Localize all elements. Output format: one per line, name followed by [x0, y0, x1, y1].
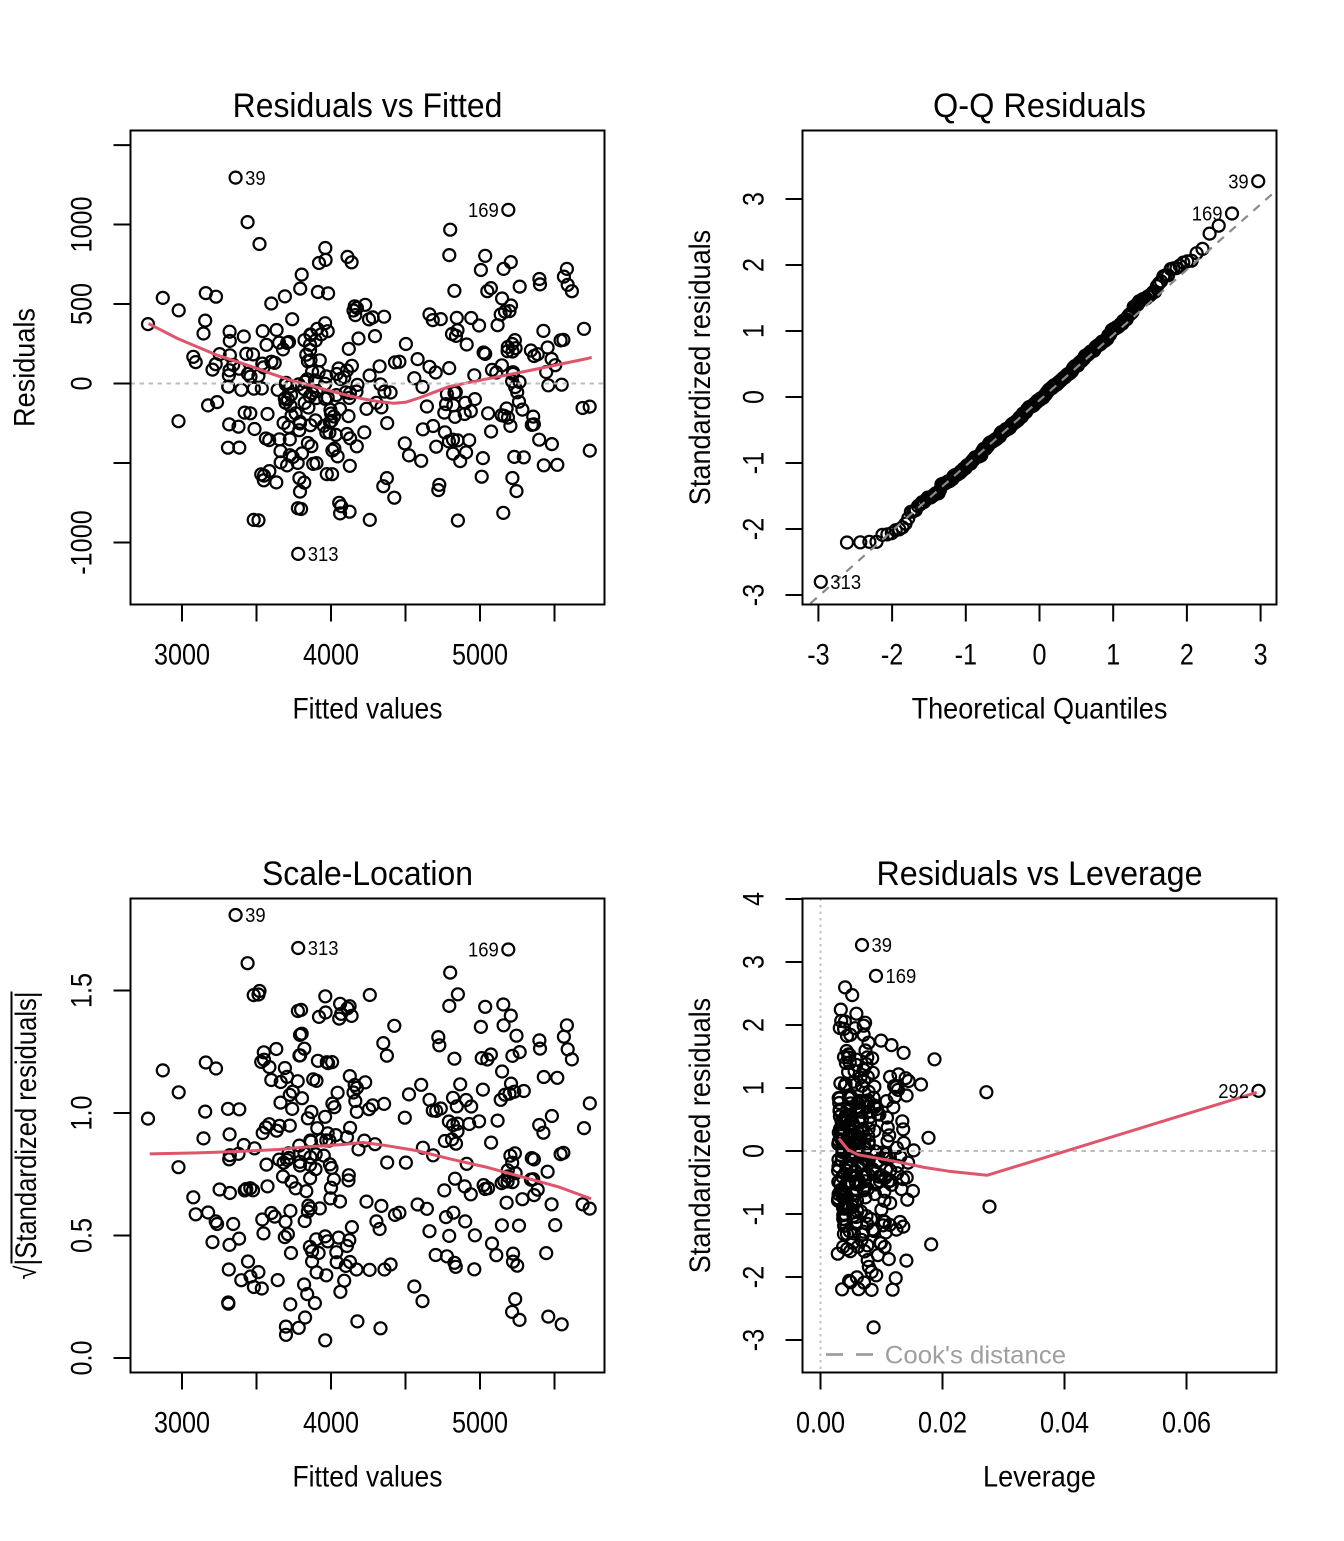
svg-text:1: 1	[1106, 638, 1120, 671]
svg-text:313: 313	[830, 571, 861, 594]
svg-text:Residuals vs Leverage: Residuals vs Leverage	[877, 855, 1203, 893]
svg-text:169: 169	[468, 939, 499, 962]
svg-text:169: 169	[1192, 203, 1223, 226]
svg-text:3: 3	[738, 955, 771, 969]
svg-text:-2: -2	[738, 1266, 771, 1288]
svg-text:500: 500	[66, 283, 99, 325]
svg-text:0.02: 0.02	[918, 1406, 967, 1439]
svg-text:39: 39	[245, 904, 266, 927]
svg-text:-1: -1	[738, 452, 771, 474]
svg-text:39: 39	[245, 167, 266, 190]
svg-text:1000: 1000	[66, 196, 99, 252]
svg-text:Standardized residuals: Standardized residuals	[684, 230, 717, 505]
svg-text:1.5: 1.5	[66, 973, 99, 1008]
svg-text:313: 313	[308, 937, 339, 960]
svg-text:-3: -3	[738, 1329, 771, 1351]
svg-text:39: 39	[872, 934, 893, 957]
svg-text:Residuals vs Fitted: Residuals vs Fitted	[233, 87, 503, 125]
svg-text:4000: 4000	[303, 1406, 359, 1439]
svg-text:-3: -3	[738, 584, 771, 606]
svg-text:-2: -2	[881, 638, 903, 671]
svg-text:0: 0	[738, 390, 771, 404]
svg-text:313: 313	[308, 543, 339, 566]
svg-text:3: 3	[1254, 638, 1268, 671]
svg-text:5000: 5000	[452, 1406, 508, 1439]
svg-text:-1: -1	[738, 1203, 771, 1225]
svg-text:0: 0	[1033, 638, 1047, 671]
svg-text:0.06: 0.06	[1162, 1406, 1211, 1439]
svg-text:3: 3	[738, 192, 771, 206]
svg-text:0: 0	[66, 377, 99, 391]
svg-text:Theoretical Quantiles: Theoretical Quantiles	[912, 693, 1168, 726]
svg-text:1: 1	[738, 324, 771, 338]
svg-text:0: 0	[738, 1144, 771, 1158]
svg-text:Residuals: Residuals	[9, 308, 42, 427]
svg-text:2: 2	[1180, 638, 1194, 671]
svg-text:Scale-Location: Scale-Location	[262, 855, 473, 893]
svg-text:Fitted values: Fitted values	[293, 1461, 443, 1494]
svg-text:Standardized residuals: Standardized residuals	[684, 998, 717, 1273]
svg-text:Q-Q Residuals: Q-Q Residuals	[933, 87, 1146, 125]
svg-text:1.0: 1.0	[66, 1096, 99, 1131]
svg-text:-1: -1	[955, 638, 977, 671]
svg-text:Fitted values: Fitted values	[293, 693, 443, 726]
svg-text:1: 1	[738, 1081, 771, 1095]
svg-text:39: 39	[1228, 170, 1249, 193]
svg-text:4: 4	[738, 892, 771, 906]
svg-text:0.04: 0.04	[1040, 1406, 1089, 1439]
svg-text:5000: 5000	[452, 638, 508, 671]
svg-text:0.5: 0.5	[66, 1218, 99, 1253]
svg-text:2: 2	[738, 258, 771, 272]
svg-text:-2: -2	[738, 518, 771, 540]
svg-text:-1000: -1000	[66, 510, 99, 575]
svg-text:169: 169	[886, 965, 917, 988]
svg-text:4000: 4000	[303, 638, 359, 671]
svg-text:Leverage: Leverage	[983, 1461, 1096, 1494]
svg-text:√|Standardized residuals|: √|Standardized residuals|	[10, 992, 43, 1280]
svg-text:3000: 3000	[154, 1406, 210, 1439]
svg-text:Cook's distance: Cook's distance	[885, 1342, 1066, 1369]
svg-text:169: 169	[468, 199, 499, 222]
svg-text:0.0: 0.0	[66, 1341, 99, 1376]
svg-text:292: 292	[1218, 1080, 1249, 1103]
svg-text:0.00: 0.00	[796, 1406, 845, 1439]
svg-text:-3: -3	[807, 638, 829, 671]
svg-text:2: 2	[738, 1018, 771, 1032]
svg-text:3000: 3000	[154, 638, 210, 671]
